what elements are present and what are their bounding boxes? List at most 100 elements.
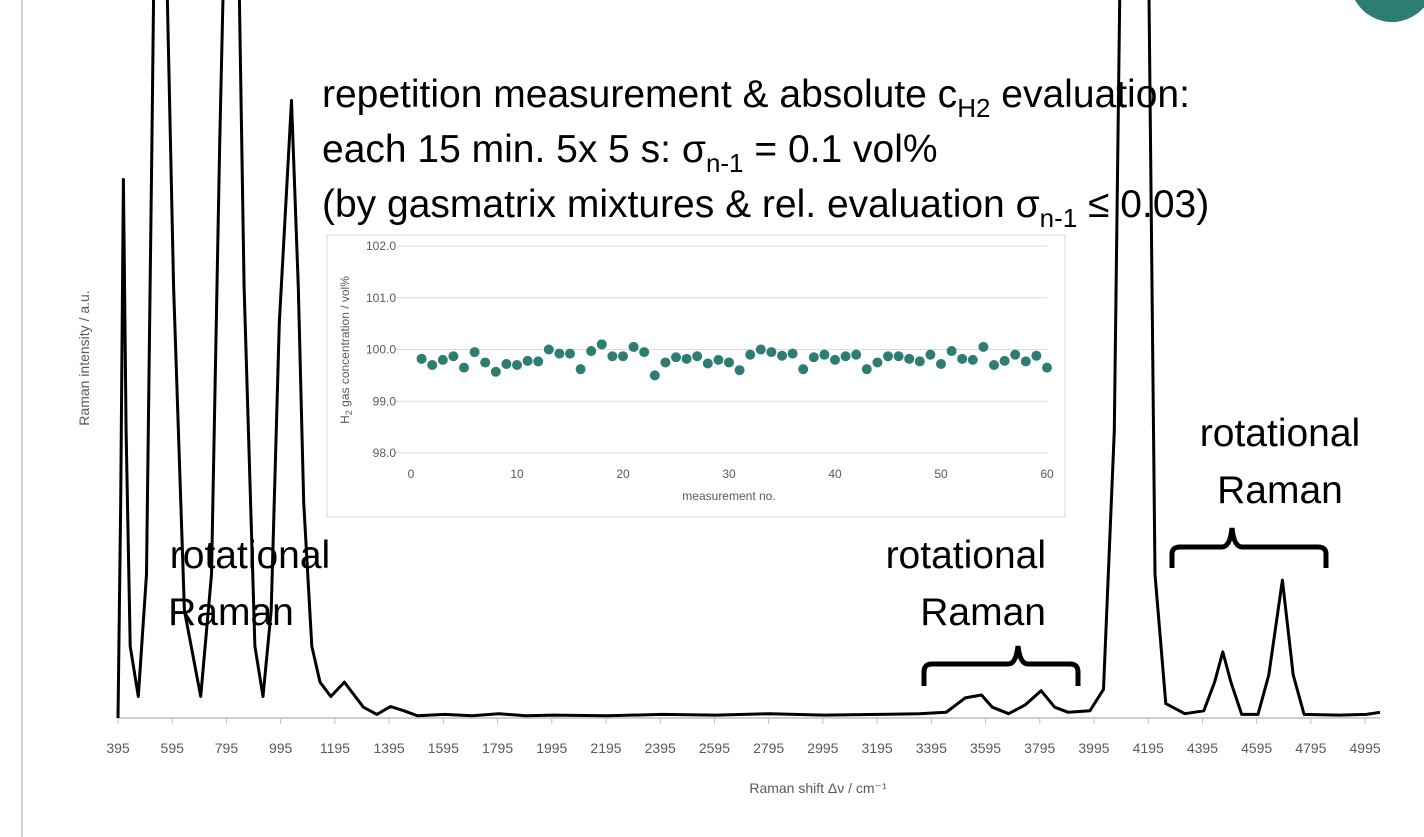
x-tick-label: 1995 [536,740,567,756]
x-tick-label: 20 [616,467,630,481]
data-point [798,364,809,375]
note-line: each 15 min. 5x 5 s: σn-1 = 0.1 vol% [322,128,938,178]
data-point [755,344,766,355]
data-point [639,347,650,358]
x-tick-label: 2395 [645,740,676,756]
data-point [692,351,703,362]
data-point [681,353,692,364]
data-point [702,358,713,369]
x-tick-label: 3795 [1024,740,1055,756]
data-point [427,360,438,371]
label: rotational [1200,412,1360,455]
data-point [533,356,544,367]
data-point [883,351,893,362]
y-axis-title-part: gas concentration / vol% [338,276,352,410]
inset-chart: 98.0 99.0 100.0 101.0 102.0 0 10 20 30 40 50 60 meas… [326,234,1066,518]
x-tick-label: 3395 [916,740,947,756]
x-tick-label: 795 [215,740,239,756]
x-tick-label: 395 [106,740,130,756]
x-tick-label: 50 [934,467,948,481]
x-tick-label: 60 [1040,467,1054,481]
data-point [554,348,565,359]
data-point [565,348,575,359]
data-point [904,353,915,364]
data-point [448,351,459,362]
y-axis-title-part: H [338,415,352,424]
data-point [671,352,681,363]
label: Raman [1217,469,1343,512]
x-tick-label: 3995 [1078,740,1109,756]
y-axis-title: Raman intensity / a.u. [76,290,92,425]
data-point [575,364,586,375]
data-point [766,347,777,358]
data-point [745,349,756,360]
y-tick-label: 98.0 [373,446,397,460]
data-point [596,339,607,350]
x-axis-title: measurement no. [682,489,775,503]
x-tick-label: 4595 [1241,740,1272,756]
data-point [967,354,978,365]
data-point [490,366,501,377]
x-tick-label: 4795 [1295,740,1326,756]
data-point [777,350,787,361]
data-point [1042,362,1052,373]
corner-badge [1355,0,1424,22]
x-tick-label: 10 [510,467,524,481]
data-point [713,354,724,365]
spectrum-chart: 395 595 795 995 1195 1395 1595 1795 1995 2195 2395… [76,0,1381,796]
data-point [872,357,883,368]
data-point [416,353,427,364]
label: Raman [920,591,1046,634]
y-axis-title: H2 gas concentration / vol% [338,276,354,424]
data-point [628,341,639,352]
x-tick-label: 3595 [970,740,1001,756]
data-point [522,355,533,366]
y-axis-title-part: 2 [344,410,354,415]
data-point [660,357,671,368]
data-point [989,360,999,371]
data-point [543,344,554,355]
x-tick-label: 4395 [1187,740,1218,756]
data-point [819,349,830,360]
x-tick-label: 4995 [1350,740,1381,756]
data-point [840,351,851,362]
x-tick-label: 2795 [753,740,784,756]
data-point [586,346,597,357]
data-point [618,351,628,362]
x-tick-label: 30 [722,467,736,481]
x-tick-label: 1195 [320,740,350,756]
data-point [734,365,745,376]
data-point [1031,350,1042,361]
inset-frame [326,234,1066,518]
x-tick-label: 1595 [428,740,459,756]
label: rotational [886,534,1046,577]
data-point [830,354,840,365]
data-point [512,360,522,371]
data-point [925,349,936,360]
x-tick-label: 2995 [807,740,838,756]
data-point [501,358,512,369]
x-axis-title: Raman shift Δν / cm⁻¹ [749,780,887,796]
data-point [459,362,469,373]
x-tick-label: 995 [269,740,293,756]
y-tick-label: 101.0 [366,291,396,305]
y-tick-label: 102.0 [366,239,396,253]
annotations: repetition measurement & absolute cH2 ev… [168,73,1360,686]
data-point [851,349,862,360]
data-point [437,354,448,365]
x-tick-label: 1395 [374,740,405,756]
label: Raman [168,591,294,634]
data-point [480,357,491,368]
label: rotational [170,534,330,577]
bracket [921,645,1081,686]
spectrum-line [116,0,1381,719]
data-point [1010,349,1021,360]
x-tick-label: 4195 [1133,740,1164,756]
x-tick-label: 3195 [862,740,893,756]
x-tick-label: 40 [828,467,842,481]
x-tick-label: 2195 [590,740,621,756]
note-line: repetition measurement & absolute cH2 ev… [322,73,1190,123]
x-tick-label: 1795 [482,740,513,756]
